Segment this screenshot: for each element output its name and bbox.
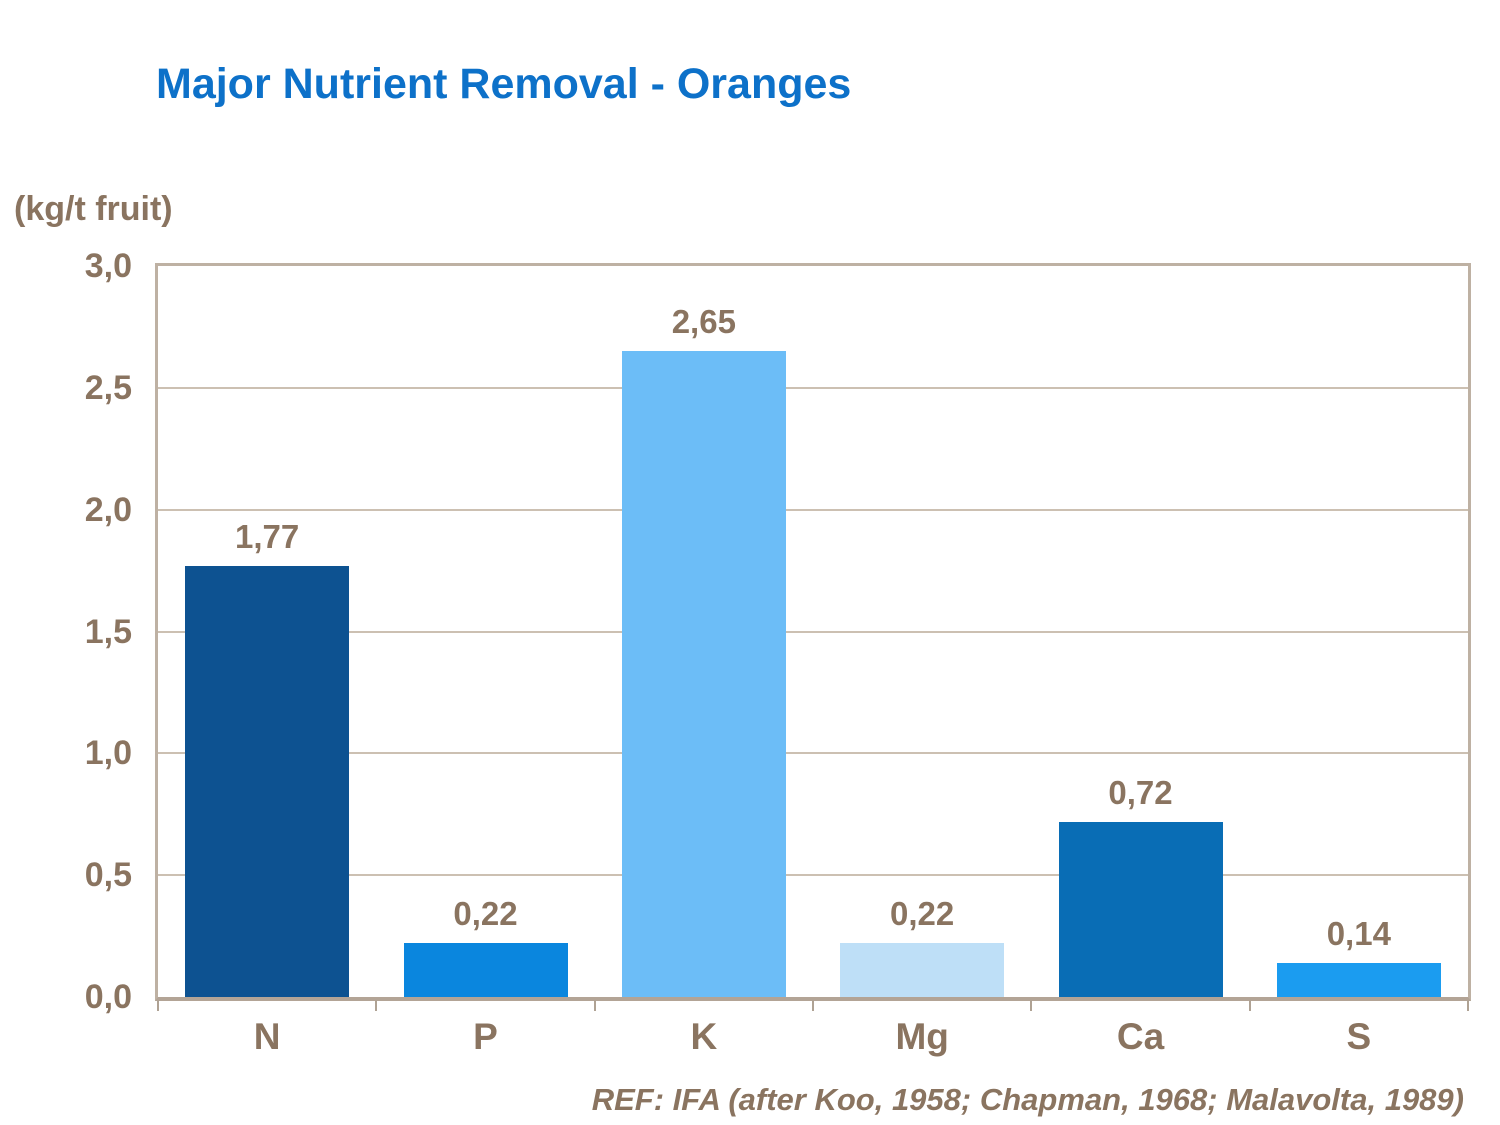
gridline <box>158 508 1468 511</box>
chart-title: Major Nutrient Removal - Oranges <box>156 60 852 108</box>
y-tick-label: 3,0 <box>84 247 132 285</box>
x-category-label-Ca: Ca <box>1116 1016 1165 1057</box>
value-label-N: 1,77 <box>235 517 300 555</box>
y-tick-label: 0,5 <box>84 856 132 895</box>
y-tick-label: 1,5 <box>84 612 132 651</box>
value-label-K: 2,65 <box>671 303 736 341</box>
x-category-label-P: P <box>473 1016 498 1057</box>
bar-Mg <box>840 943 1005 997</box>
gridline <box>158 752 1468 755</box>
x-axis-tick <box>375 1000 378 1011</box>
x-axis-tick <box>812 1000 814 1011</box>
x-category-label-K: K <box>690 1016 718 1057</box>
bar-Ca <box>1058 821 1223 997</box>
x-axis-tick <box>1467 1000 1469 1011</box>
gridline <box>158 386 1468 389</box>
gridline <box>158 874 1468 877</box>
bar-K <box>621 351 786 997</box>
y-axis-title: (kg/t fruit) <box>14 190 173 228</box>
x-category-label-N: N <box>253 1016 281 1057</box>
reference-text: REF: IFA (after Koo, 1958; Chapman, 1968… <box>591 1082 1464 1117</box>
plot-area <box>155 263 1471 1001</box>
value-label-P: 0,22 <box>453 895 518 933</box>
bar-P <box>403 943 568 997</box>
gridline <box>158 630 1468 633</box>
x-axis-tick <box>157 1000 159 1011</box>
x-category-label-Mg: Mg <box>895 1016 949 1057</box>
value-label-Mg: 0,22 <box>890 895 955 933</box>
x-axis-tick <box>1030 1000 1033 1011</box>
value-label-S: 0,14 <box>1326 914 1391 952</box>
x-category-label-S: S <box>1346 1016 1372 1057</box>
x-axis-tick <box>1248 1000 1251 1011</box>
y-tick-label: 0,0 <box>84 978 132 1016</box>
y-tick-label: 1,0 <box>84 734 132 773</box>
value-label-Ca: 0,72 <box>1108 773 1173 811</box>
bar-N <box>185 565 350 997</box>
y-tick-label: 2,5 <box>84 368 132 407</box>
y-tick-label: 2,0 <box>84 490 132 529</box>
bar-S <box>1276 962 1441 997</box>
x-axis-tick <box>593 1000 596 1011</box>
